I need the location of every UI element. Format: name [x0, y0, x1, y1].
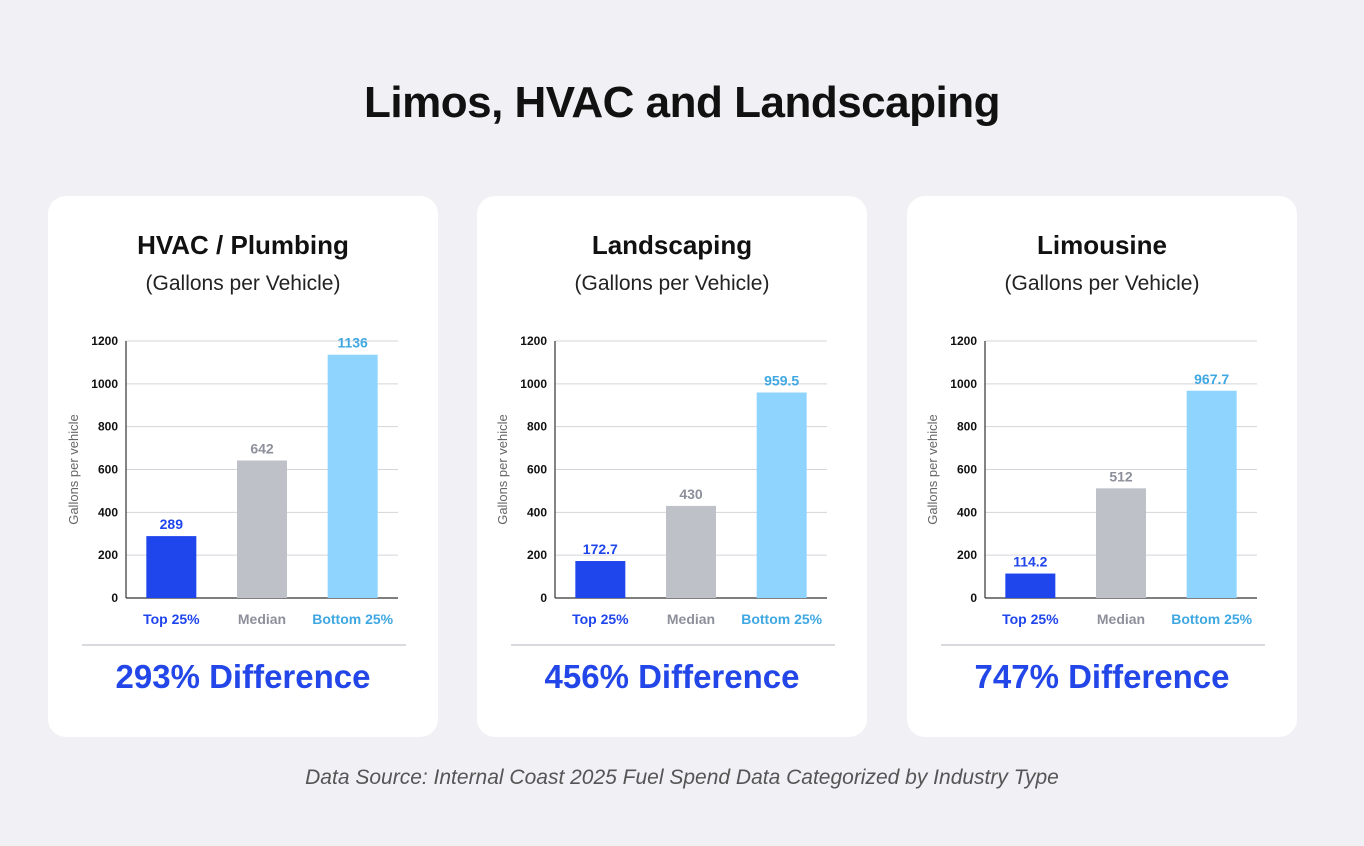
y-tick-label: 200: [957, 548, 977, 562]
x-tick-label: Median: [667, 611, 715, 627]
y-tick-label: 0: [540, 591, 547, 605]
bar-chart: 0 200 400 600 800 1000 1200 Gallons per vehicle…: [925, 334, 1257, 627]
data-label: 1136: [337, 335, 368, 351]
data-label: 172.7: [583, 541, 618, 557]
data-label: 967.7: [1194, 371, 1229, 387]
x-tick-label: Median: [1097, 611, 1145, 627]
chart-subtitle: (Gallons per Vehicle): [145, 272, 341, 295]
bar: [1005, 573, 1056, 598]
difference-value: 293% Difference: [115, 658, 371, 695]
bar: [756, 392, 807, 598]
y-tick-label: 400: [527, 505, 547, 519]
y-axis-title: Gallons per vehicle: [66, 414, 81, 525]
divider: [511, 644, 835, 646]
data-source-note: Data Source: Internal Coast 2025 Fuel Sp…: [305, 766, 1059, 789]
data-label: 512: [1109, 468, 1133, 484]
y-tick-label: 0: [111, 591, 118, 605]
bar: [575, 561, 626, 598]
divider: [82, 644, 406, 646]
chart-subtitle: (Gallons per Vehicle): [1004, 272, 1200, 295]
chart-title: HVAC / Plumbing: [137, 230, 349, 260]
bar: [1096, 488, 1146, 598]
y-tick-label: 1000: [520, 377, 547, 391]
data-label: 430: [679, 486, 703, 502]
chart-subtitle: (Gallons per Vehicle): [574, 272, 770, 295]
difference-value: 747% Difference: [974, 658, 1230, 695]
bar-chart: 0 200 400 600 800 1000 1200 Gallons per vehicle…: [495, 334, 827, 627]
data-label: 642: [250, 441, 274, 457]
divider: [941, 644, 1265, 646]
bar: [1186, 390, 1237, 598]
chart-card-limousine: Limousine (Gallons per Vehicle) 0 200 400 6…: [907, 196, 1297, 737]
y-tick-label: 200: [527, 548, 547, 562]
y-tick-label: 600: [527, 463, 547, 477]
data-label: 289: [160, 516, 184, 532]
x-tick-label: Bottom 25%: [312, 611, 393, 627]
x-tick-label: Top 25%: [572, 611, 629, 627]
y-tick-label: 800: [527, 420, 547, 434]
bar: [327, 354, 378, 598]
bar: [146, 536, 197, 598]
y-tick-label: 600: [957, 463, 977, 477]
bar: [237, 460, 287, 598]
difference-value: 456% Difference: [544, 658, 800, 695]
y-tick-label: 1200: [520, 334, 547, 348]
y-tick-label: 1200: [950, 334, 977, 348]
y-tick-label: 1000: [91, 377, 118, 391]
page-title: Limos, HVAC and Landscaping: [364, 78, 1000, 127]
y-tick-label: 0: [970, 591, 977, 605]
y-tick-label: 200: [98, 548, 118, 562]
x-tick-label: Top 25%: [1002, 611, 1059, 627]
y-tick-label: 1000: [950, 377, 977, 391]
y-tick-label: 600: [98, 463, 118, 477]
y-axis-title: Gallons per vehicle: [495, 414, 510, 525]
y-tick-label: 1200: [91, 334, 118, 348]
chart-title: Limousine: [1036, 230, 1167, 260]
y-tick-label: 800: [98, 420, 118, 434]
chart-card-hvac: HVAC / Plumbing (Gallons per Vehicle) 0 2…: [48, 196, 438, 737]
x-tick-label: Bottom 25%: [741, 611, 822, 627]
bar: [666, 505, 716, 598]
data-label: 959.5: [764, 373, 799, 389]
chart-card-landscaping: Landscaping (Gallons per Vehicle) 0 200 40…: [477, 196, 867, 737]
y-tick-label: 400: [98, 505, 118, 519]
y-tick-label: 800: [957, 420, 977, 434]
x-tick-label: Bottom 25%: [1171, 611, 1252, 627]
y-axis-title: Gallons per vehicle: [925, 414, 940, 525]
x-tick-label: Median: [238, 611, 286, 627]
y-tick-label: 400: [957, 505, 977, 519]
chart-title: Landscaping: [591, 230, 753, 260]
data-label: 114.2: [1013, 554, 1047, 570]
x-tick-label: Top 25%: [143, 611, 200, 627]
bar-chart: 0 200 400 600 800 1000 1200 Gallons per vehicle…: [66, 334, 398, 627]
